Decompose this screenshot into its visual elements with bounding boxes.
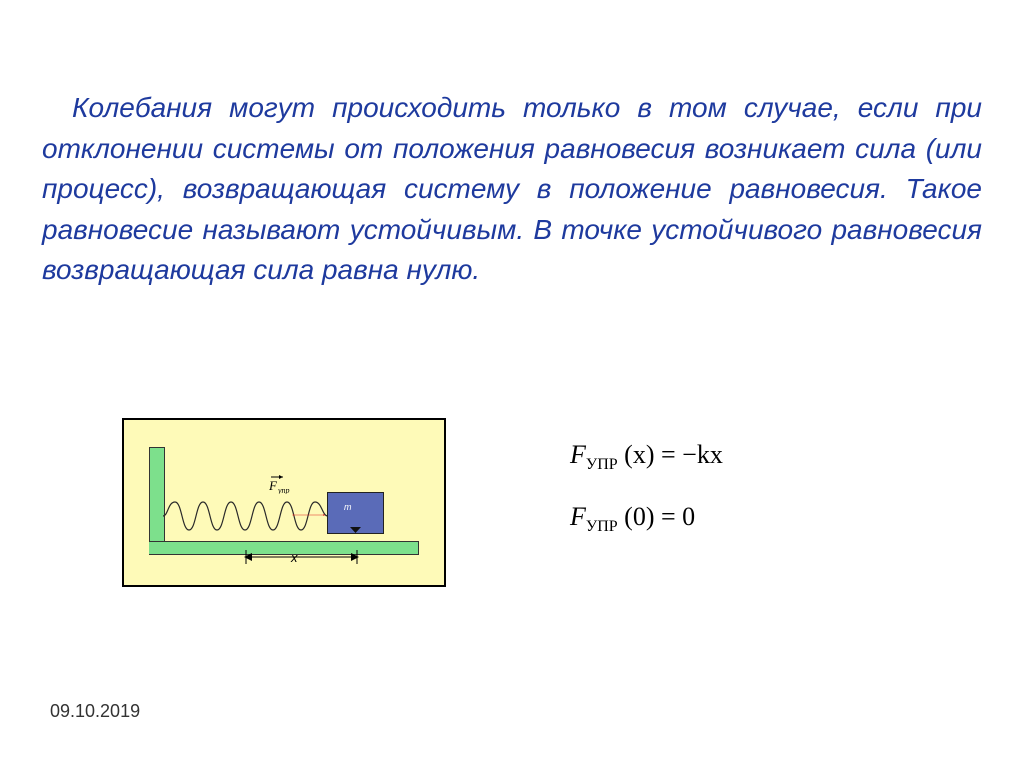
eq1-F: F	[570, 440, 586, 469]
x-label: x	[291, 550, 298, 565]
diagram-inner: m F упр x	[149, 472, 419, 555]
force-vector-icon: F упр	[269, 474, 293, 494]
x-dimension-icon	[244, 550, 359, 564]
eq1-arg: (x)	[624, 440, 654, 469]
date-footer: 09.10.2019	[50, 701, 140, 722]
mass-marker-icon	[328, 493, 383, 533]
spring-icon	[163, 500, 328, 532]
equations-block: FУПР (x) = −kx FУПР (0) = 0	[570, 440, 723, 564]
equation-1: FУПР (x) = −kx	[570, 440, 723, 474]
main-paragraph: Колебания могут происходить только в том…	[42, 88, 982, 291]
svg-text:F: F	[269, 478, 278, 493]
eq2-rhs: = 0	[661, 502, 695, 531]
wall	[149, 447, 165, 548]
mass-block	[327, 492, 384, 534]
eq2-F: F	[570, 502, 586, 531]
eq2-sub: УПР	[586, 518, 618, 535]
eq1-rhs: = −kx	[661, 440, 723, 469]
svg-text:упр: упр	[277, 486, 290, 494]
equation-2: FУПР (0) = 0	[570, 502, 723, 536]
eq1-sub: УПР	[586, 456, 618, 473]
force-arrow-icon	[244, 514, 374, 516]
spring-mass-diagram: m F упр x	[122, 418, 446, 587]
force-label: F упр	[269, 474, 293, 497]
mass-label: m	[344, 502, 352, 512]
eq2-arg: (0)	[624, 502, 654, 531]
